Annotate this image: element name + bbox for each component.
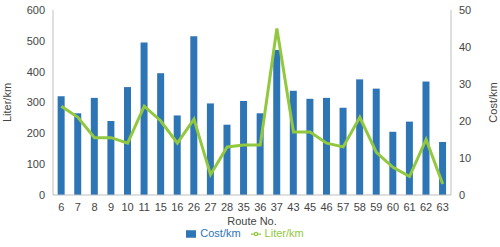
svg-text:26: 26 bbox=[188, 201, 200, 213]
svg-text:Cost/km: Cost/km bbox=[487, 82, 492, 122]
svg-text:0: 0 bbox=[39, 189, 45, 201]
svg-text:11: 11 bbox=[138, 201, 149, 213]
svg-text:62: 62 bbox=[420, 201, 432, 213]
svg-text:35: 35 bbox=[238, 201, 250, 213]
svg-text:28: 28 bbox=[221, 201, 233, 213]
svg-text:61: 61 bbox=[403, 201, 415, 213]
svg-text:46: 46 bbox=[321, 201, 333, 213]
svg-text:43: 43 bbox=[287, 201, 299, 213]
svg-text:6: 6 bbox=[58, 201, 64, 213]
svg-text:20: 20 bbox=[459, 115, 471, 127]
svg-text:36: 36 bbox=[254, 201, 266, 213]
svg-text:45: 45 bbox=[304, 201, 316, 213]
svg-text:15: 15 bbox=[155, 201, 167, 213]
svg-text:50: 50 bbox=[459, 4, 471, 16]
svg-text:27: 27 bbox=[204, 201, 216, 213]
svg-text:500: 500 bbox=[27, 35, 45, 47]
svg-text:59: 59 bbox=[370, 201, 382, 213]
svg-text:57: 57 bbox=[337, 201, 349, 213]
svg-text:10: 10 bbox=[122, 201, 134, 213]
svg-text:16: 16 bbox=[171, 201, 183, 213]
svg-text:600: 600 bbox=[27, 4, 45, 16]
svg-text:7: 7 bbox=[75, 201, 81, 213]
svg-text:58: 58 bbox=[354, 201, 366, 213]
svg-text:10: 10 bbox=[459, 152, 471, 164]
svg-text:40: 40 bbox=[459, 41, 471, 53]
svg-text:63: 63 bbox=[437, 201, 449, 213]
svg-text:8: 8 bbox=[91, 201, 97, 213]
svg-text:Liter/km: Liter/km bbox=[8, 83, 13, 122]
svg-text:30: 30 bbox=[459, 78, 471, 90]
svg-text:400: 400 bbox=[27, 66, 45, 78]
svg-text:200: 200 bbox=[27, 127, 45, 139]
svg-text:100: 100 bbox=[27, 158, 45, 170]
html-text:Cost/km: Cost/km bbox=[200, 227, 241, 239]
svg-text:60: 60 bbox=[387, 201, 399, 213]
html-text:Liter/km: Liter/km bbox=[264, 227, 304, 239]
svg-text:9: 9 bbox=[108, 201, 114, 213]
svg-text:300: 300 bbox=[27, 96, 45, 108]
svg-text:0: 0 bbox=[459, 189, 465, 201]
svg-text:37: 37 bbox=[271, 201, 283, 213]
svg-text:Route No.: Route No. bbox=[227, 215, 277, 227]
